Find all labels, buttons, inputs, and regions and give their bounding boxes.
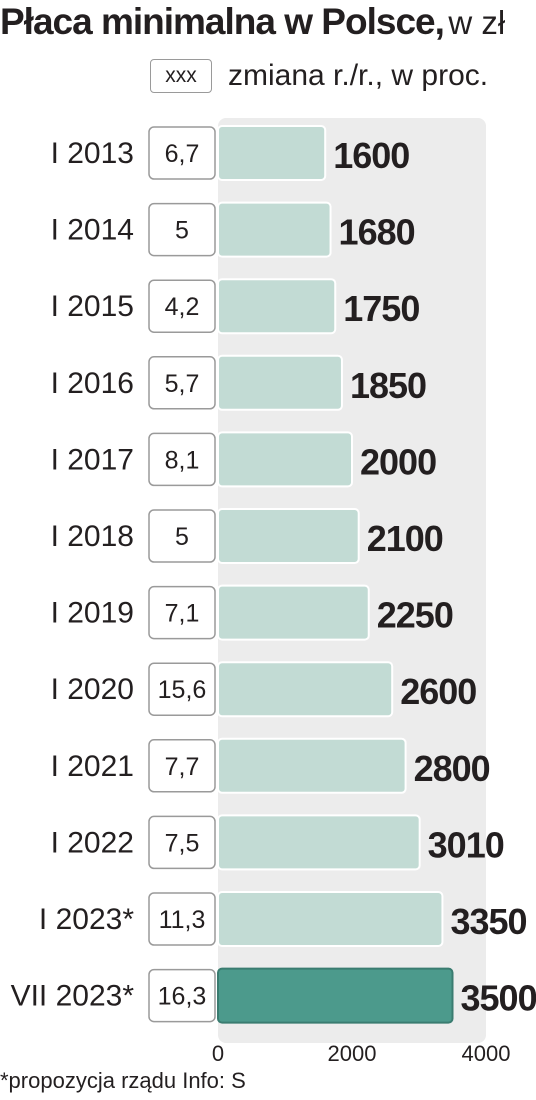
change-box <box>148 126 216 180</box>
value-label: 2600 <box>400 671 476 712</box>
value-label: 2100 <box>367 518 443 559</box>
category-label: I 2016 <box>51 367 134 400</box>
change-label: 8,1 <box>165 446 200 474</box>
change-label: 16,3 <box>158 983 207 1011</box>
x-tick-label: 4000 <box>462 1041 511 1066</box>
change-label: 11,3 <box>159 906 206 934</box>
bar <box>217 661 394 718</box>
bar <box>217 737 407 794</box>
change-box <box>148 202 216 257</box>
bar <box>217 967 454 1024</box>
change-label: 4,2 <box>165 293 200 321</box>
change-box <box>148 585 216 640</box>
plot-background <box>218 118 486 1043</box>
change-box <box>148 356 216 410</box>
value-label: 1680 <box>339 212 415 253</box>
value-label: 1600 <box>333 135 409 176</box>
value-label: 2000 <box>360 441 436 482</box>
bar <box>217 584 370 641</box>
value-label: 2800 <box>414 748 490 789</box>
change-label: 7,1 <box>165 600 200 628</box>
change-box <box>148 815 216 870</box>
change-box <box>148 892 216 946</box>
bar <box>217 201 332 258</box>
change-box <box>148 968 216 1023</box>
value-label: 3500 <box>461 978 536 1019</box>
x-tick-label: 0 <box>212 1041 224 1066</box>
title-main: Płaca minimalna w Polsce, <box>0 1 445 42</box>
value-label: 3010 <box>428 824 504 865</box>
change-label: 5 <box>175 523 189 551</box>
bar <box>217 278 337 335</box>
category-label: VII 2023* <box>11 980 135 1013</box>
bar <box>217 891 444 947</box>
category-label: I 2017 <box>51 443 134 476</box>
category-label: I 2022 <box>51 826 134 859</box>
change-label: 7,7 <box>165 753 200 781</box>
change-label: 5 <box>175 217 189 245</box>
change-box <box>148 432 216 487</box>
bar <box>217 431 353 488</box>
change-label: 5,7 <box>165 370 200 398</box>
legend-text: zmiana r./r., w proc. <box>228 59 489 92</box>
footnote: *propozycja rządu Info: S <box>0 1068 246 1093</box>
legend-box: xxx <box>150 59 212 93</box>
category-label: I 2018 <box>51 520 134 553</box>
change-box <box>148 739 216 793</box>
x-tick-label: 2000 <box>328 1041 377 1066</box>
value-label: 1850 <box>350 365 426 406</box>
value-label: 3350 <box>450 901 526 942</box>
value-label: 1750 <box>343 288 419 329</box>
change-label: 6,7 <box>165 140 200 168</box>
value-label: 2250 <box>377 595 453 636</box>
change-box <box>148 509 216 563</box>
bar <box>217 508 360 564</box>
change-box <box>148 279 216 333</box>
change-box <box>148 662 216 716</box>
category-label: I 2023* <box>39 903 134 936</box>
change-label: 7,5 <box>165 829 200 857</box>
title-unit: w zł <box>448 4 506 41</box>
chart-title: Płaca minimalna w Polsce, w zł <box>0 0 536 50</box>
bar <box>217 125 327 181</box>
category-label: I 2015 <box>51 290 134 323</box>
legend: xxx zmiana r./r., w proc. <box>150 56 488 96</box>
category-label: I 2019 <box>51 597 134 630</box>
change-label: 15,6 <box>158 676 207 704</box>
category-label: I 2020 <box>51 673 134 706</box>
category-label: I 2013 <box>51 137 134 170</box>
category-label: I 2021 <box>51 750 134 783</box>
bar <box>217 814 421 871</box>
category-label: I 2014 <box>51 214 134 247</box>
bar <box>217 354 343 411</box>
